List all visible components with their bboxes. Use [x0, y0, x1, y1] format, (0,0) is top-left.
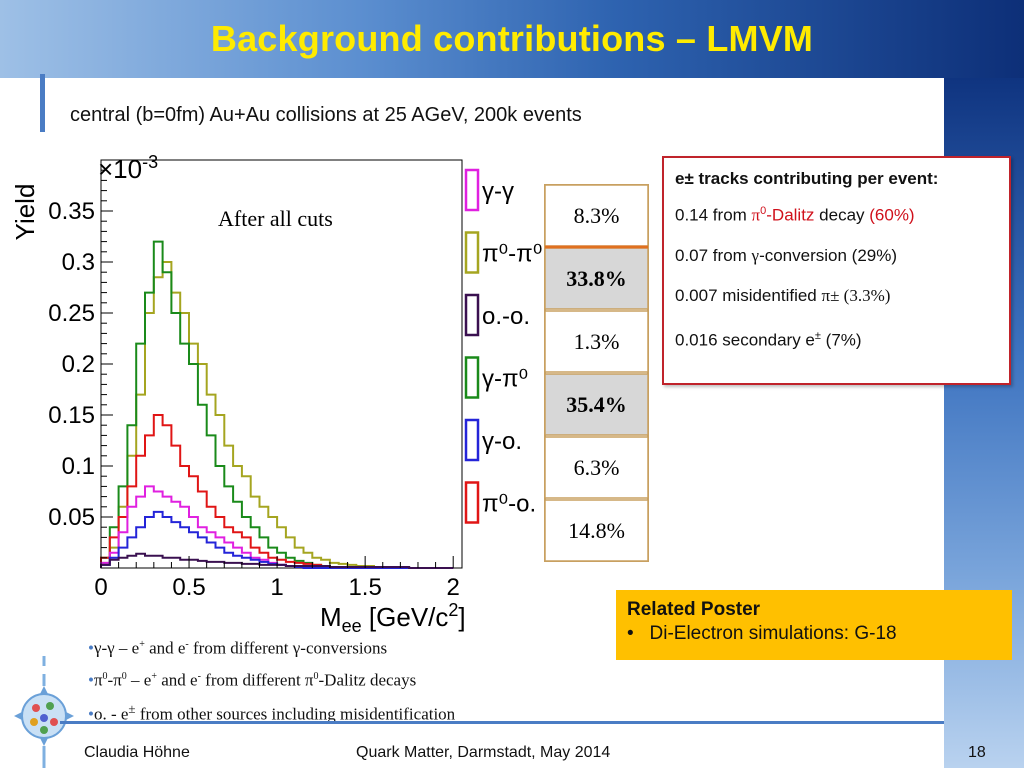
- y-exponent-label: ×10-3: [98, 152, 158, 184]
- poster-item-text: Di-Electron simulations: G-18: [649, 623, 897, 644]
- info-text: (7%): [820, 330, 862, 350]
- y-tick-label: 0.3: [62, 249, 95, 276]
- info-text: 0.007 misidentified: [675, 285, 822, 305]
- info-symbol: π: [751, 205, 761, 225]
- y-tick-label: 0.2: [62, 351, 95, 378]
- info-text: -conversion (29%): [759, 245, 898, 265]
- slide-subtitle: central (b=0fm) Au+Au collisions at 25 A…: [70, 104, 582, 126]
- x-axis-label: Mee [GeV/c2]: [320, 600, 466, 636]
- info-symbol: γ: [751, 245, 760, 265]
- invariant-mass-plot: 0 0.5 1 1.5 2 0.05 0.1 0.15 0.2 0.25 0.3 0.35×10-3 Y…: [10, 152, 649, 636]
- footer-conference: Quark Matter, Darmstadt, May 2014: [356, 744, 611, 761]
- legend-swatch: [464, 356, 480, 399]
- info-line-secondary: 0.016 secondary e± (7%): [675, 326, 998, 351]
- percent-label: 33.8%: [566, 266, 627, 291]
- y-tick-label: 0.05: [48, 504, 95, 531]
- legend-label: γ-π⁰: [482, 366, 528, 393]
- notes-list: •γ-γ – e+ and e- from different γ-conver…: [88, 634, 455, 730]
- plot-annotation: After all cuts: [218, 206, 333, 231]
- title-bar: Background contributions – LMVM: [0, 0, 1024, 78]
- legend-label: π⁰-π⁰: [482, 241, 542, 268]
- info-text: 0.016 secondary e: [675, 330, 815, 350]
- legend-swatch: [464, 418, 480, 462]
- y-tick-label: 0.1: [62, 453, 95, 480]
- note-gamma-gamma: •γ-γ – e+ and e- from different γ-conver…: [88, 638, 388, 658]
- x-tick-label: 2: [447, 574, 460, 601]
- slide-title: Background contributions – LMVM: [210, 18, 814, 59]
- info-line-conversion: 0.07 from γ-conversion (29%): [675, 246, 998, 266]
- percent-label: 1.3%: [574, 329, 620, 354]
- x-tick-label: 0: [94, 574, 107, 601]
- legend-swatch: [464, 293, 480, 337]
- left-accent-bar: [40, 74, 45, 132]
- info-percent: (60%): [869, 205, 915, 225]
- x-tick-label: 1.5: [348, 574, 381, 601]
- percent-cell: [544, 247, 649, 310]
- percent-cell: [544, 373, 649, 436]
- info-text: 0.07 from: [675, 245, 752, 265]
- info-symbol: π±: [821, 285, 840, 305]
- info-sup: ±: [814, 329, 821, 342]
- legend-swatch: [464, 481, 480, 524]
- percent-label: 8.3%: [574, 203, 620, 228]
- note-pi0-pi0: •π0-π0 – e+ and e- from different π0-Dal…: [88, 670, 417, 690]
- percent-label: 35.4%: [566, 392, 627, 417]
- info-text: 0.14 from: [675, 205, 752, 225]
- cbm-logo-icon: [14, 656, 74, 768]
- footer-author: Claudia Höhne: [84, 744, 190, 761]
- x-tick-label: 1: [270, 574, 283, 601]
- percent-cell: [544, 184, 649, 247]
- info-line-misid: 0.007 misidentified π± (3.3%): [675, 286, 998, 306]
- percent-cell: [544, 499, 649, 562]
- percent-label: 6.3%: [574, 455, 620, 480]
- y-tick-label: 0.25: [48, 300, 95, 327]
- info-line-dalitz: 0.14 from π0-Dalitz decay (60%): [675, 201, 998, 226]
- footer-divider: [60, 721, 944, 724]
- page-number: 18: [968, 744, 986, 761]
- x-tick-label: 0.5: [172, 574, 205, 601]
- legend-label: π⁰-o.: [482, 491, 536, 518]
- y-tick-label: 0.15: [48, 402, 95, 429]
- percent-cell: [544, 436, 649, 499]
- related-poster-box: Related Poster • Di-Electron simulations…: [616, 590, 1012, 660]
- info-text: decay: [814, 205, 870, 225]
- info-heading: e± tracks contributing per event:: [675, 169, 939, 188]
- percent-cell: [544, 310, 649, 373]
- note-other: •o. - e± from other sources including mi…: [88, 701, 456, 724]
- info-sup: 0: [760, 205, 767, 217]
- info-text: -Dalitz: [766, 205, 815, 225]
- tracks-info-box: e± tracks contributing per event: 0.14 f…: [662, 156, 1011, 385]
- percent-label: 14.8%: [568, 518, 625, 543]
- y-axis-label: Yield: [10, 184, 40, 241]
- y-tick-label: 0.35: [48, 198, 95, 225]
- info-text: (3.3%): [839, 285, 891, 305]
- legend-label: o.-o.: [482, 303, 530, 330]
- poster-heading: Related Poster: [627, 599, 761, 620]
- legend-label: γ-o.: [482, 428, 522, 455]
- legend-swatch: [464, 168, 480, 212]
- legend-swatch: [464, 231, 480, 274]
- poster-item: • Di-Electron simulations: G-18: [627, 623, 897, 644]
- legend-label: γ-γ: [482, 178, 514, 205]
